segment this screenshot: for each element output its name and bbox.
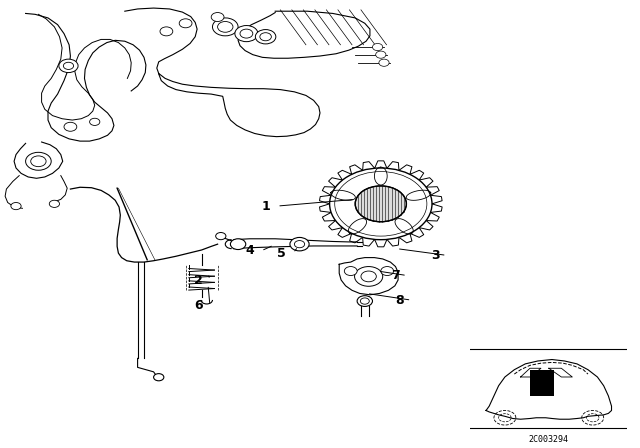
Circle shape — [11, 202, 21, 210]
Circle shape — [211, 13, 224, 22]
Circle shape — [361, 271, 376, 282]
Text: 5: 5 — [277, 246, 286, 260]
Circle shape — [330, 168, 432, 240]
Circle shape — [63, 62, 74, 69]
Circle shape — [212, 18, 238, 36]
Text: 4: 4 — [245, 244, 254, 258]
Circle shape — [372, 43, 383, 51]
Circle shape — [255, 30, 276, 44]
Circle shape — [64, 122, 77, 131]
Circle shape — [154, 374, 164, 381]
Circle shape — [90, 118, 100, 125]
Circle shape — [344, 267, 357, 276]
Text: 6: 6 — [194, 299, 203, 312]
Circle shape — [360, 298, 369, 304]
Circle shape — [357, 296, 372, 306]
Circle shape — [290, 237, 309, 251]
Circle shape — [335, 172, 427, 236]
Circle shape — [294, 241, 305, 248]
Circle shape — [59, 59, 78, 73]
Text: 1: 1 — [261, 199, 270, 213]
Text: 7: 7 — [391, 269, 400, 282]
Text: 8: 8 — [396, 293, 404, 307]
Circle shape — [235, 26, 258, 42]
Text: 2: 2 — [194, 273, 203, 287]
Circle shape — [355, 267, 383, 286]
Circle shape — [49, 200, 60, 207]
Circle shape — [26, 152, 51, 170]
Text: 3: 3 — [431, 249, 440, 262]
Circle shape — [216, 233, 226, 240]
Circle shape — [355, 186, 406, 222]
Circle shape — [218, 22, 233, 32]
Circle shape — [179, 19, 192, 28]
Circle shape — [160, 27, 173, 36]
Circle shape — [379, 59, 389, 66]
Circle shape — [376, 51, 386, 58]
Circle shape — [230, 239, 246, 250]
Circle shape — [260, 33, 271, 41]
Circle shape — [240, 29, 253, 38]
Circle shape — [381, 267, 394, 276]
Circle shape — [31, 156, 46, 167]
